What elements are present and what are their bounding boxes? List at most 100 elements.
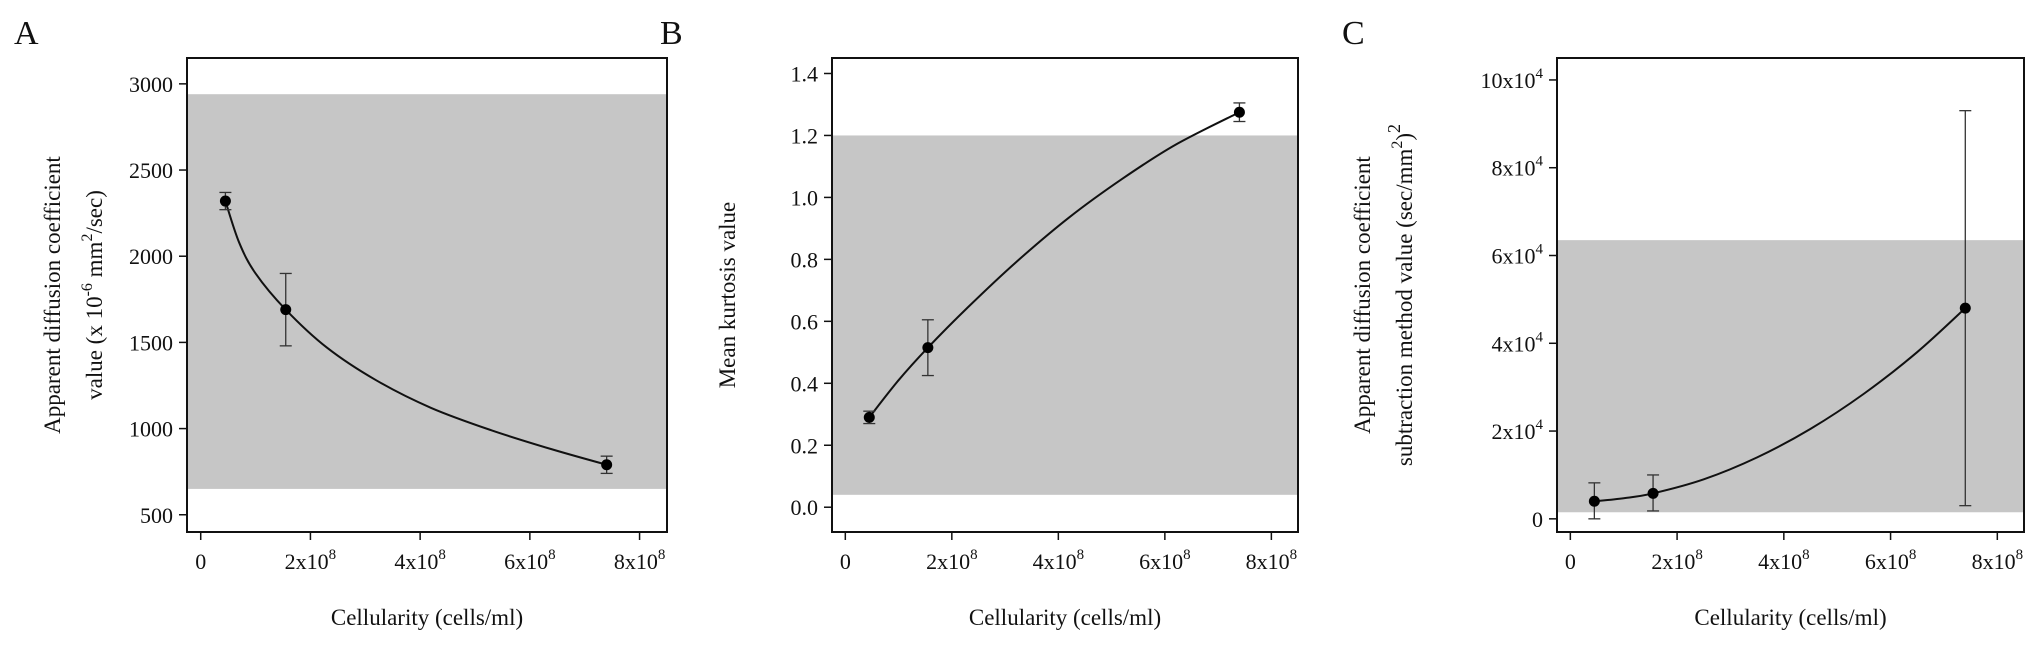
x-tick-exponent: 8 [1695, 547, 1703, 563]
x-tick-mantissa: 8x10 [1246, 549, 1290, 574]
y-label-text: mm [82, 241, 107, 283]
y-tick-mantissa: 0 [1532, 507, 1543, 532]
y-tick-exponent: 4 [1536, 154, 1544, 170]
plot-frame [831, 57, 1299, 533]
fit-curve [224, 200, 607, 466]
reference-band [832, 135, 1298, 495]
y-label-text: /sec) [82, 190, 107, 233]
x-tick-exponent: 8 [548, 547, 556, 563]
y-label-superscript: 2 [1384, 124, 1404, 133]
x-tick-exponent: 8 [1802, 547, 1810, 563]
fit-curve [868, 111, 1240, 418]
y-tick-mantissa: 1.2 [791, 123, 819, 148]
y-tick-label: 2x104 [1492, 417, 1544, 444]
y-tick-mantissa: 8x10 [1492, 156, 1536, 181]
y-tick-mantissa: 4x10 [1492, 331, 1536, 356]
x-tick-exponent: 8 [970, 547, 978, 563]
plot-frame [1556, 57, 2025, 533]
y-tick-mantissa: 1500 [129, 330, 173, 355]
y-tick-mantissa: 1.0 [791, 185, 819, 210]
y-tick-mantissa: 2500 [129, 158, 173, 183]
x-tick-mantissa: 4x10 [1758, 549, 1802, 574]
y-tick-mantissa: 0.4 [791, 371, 819, 396]
y-tick-mantissa: 1.4 [791, 61, 819, 86]
x-tick-label: 8x108 [1246, 547, 1298, 574]
reference-band [187, 94, 667, 489]
x-tick-mantissa: 4x10 [394, 549, 438, 574]
x-tick-label: 2x108 [926, 547, 978, 574]
y-tick-label: 3000 [129, 72, 173, 97]
x-axis-ticks: 0 2x108 4x108 6x108 8x108 [195, 532, 665, 574]
x-tick-mantissa: 6x10 [1139, 549, 1183, 574]
y-tick-mantissa: 2000 [129, 244, 173, 269]
x-tick-label: 4x108 [394, 547, 446, 574]
x-tick-mantissa: 8x10 [614, 549, 658, 574]
y-tick-label: 2000 [129, 244, 173, 269]
panel-letter: A [14, 15, 39, 52]
x-tick-exponent: 8 [658, 547, 666, 563]
panel-letter: C [1342, 15, 1365, 52]
x-axis-label: Cellularity (cells/ml) [331, 605, 523, 630]
y-axis-label-line-2: subtraction method value (sec/mm2)2 [1384, 124, 1417, 466]
x-tick-label: 4x108 [1033, 547, 1085, 574]
y-tick-mantissa: 3000 [129, 72, 173, 97]
data-point [1233, 106, 1245, 118]
data-point [863, 411, 875, 423]
y-tick-exponent: 4 [1536, 329, 1544, 345]
data-point [1647, 487, 1659, 499]
x-axis-label: Cellularity (cells/ml) [1694, 605, 1886, 630]
x-tick-exponent: 8 [438, 547, 446, 563]
y-tick-label: 0.4 [791, 371, 819, 396]
y-tick-label: 1.2 [791, 123, 819, 148]
x-axis-ticks: 0 2x108 4x108 6x108 8x108 [1565, 532, 2023, 574]
y-tick-label: 6x104 [1492, 242, 1544, 269]
y-label-superscript: 2 [1389, 141, 1406, 149]
x-tick-mantissa: 2x10 [1651, 549, 1695, 574]
data-point [922, 342, 934, 354]
y-tick-label: 2500 [129, 158, 173, 183]
data-point [280, 304, 292, 316]
y-label-text: value (x 10 [82, 296, 107, 399]
x-tick-label: 0 [195, 549, 206, 574]
y-tick-label: 0.6 [791, 309, 819, 334]
x-tick-exponent: 8 [2016, 547, 2024, 563]
y-axis-ticks: 0.0 0.2 0.4 0.6 0.8 1.0 1.2 1.4 [791, 61, 832, 520]
y-tick-label: 1000 [129, 417, 173, 442]
x-tick-label: 6x108 [1139, 547, 1191, 574]
plot-frame [186, 57, 668, 533]
y-axis-label-line-1: Apparent diffusion coefficient [40, 156, 65, 434]
x-tick-label: 6x108 [504, 547, 556, 574]
y-tick-exponent: 4 [1536, 66, 1544, 82]
y-tick-mantissa: 0.2 [791, 433, 819, 458]
y-tick-label: 1500 [129, 330, 173, 355]
x-tick-mantissa: 8x10 [1972, 549, 2016, 574]
x-tick-exponent: 8 [1077, 547, 1085, 563]
x-tick-mantissa: 6x10 [1865, 549, 1909, 574]
y-label-superscript: 2 [79, 234, 96, 242]
y-tick-exponent: 4 [1536, 242, 1544, 258]
y-axis-label-line-2: value (x 10-6 mm2/sec) [79, 190, 107, 400]
y-tick-label: 500 [140, 503, 173, 528]
data-point [1959, 302, 1971, 314]
panel-b: B0 2x108 4x108 6x108 8x1080.00.20.40.60.81.0… [660, 15, 1299, 630]
y-tick-label: 8x104 [1492, 154, 1544, 181]
x-tick-label: 2x108 [1651, 547, 1703, 574]
panel-letter: B [660, 15, 683, 52]
y-tick-label: 0 [1532, 507, 1543, 532]
x-tick-label: 0 [1565, 549, 1576, 574]
y-tick-mantissa: 1000 [129, 417, 173, 442]
x-tick-exponent: 8 [329, 547, 337, 563]
x-tick-label: 2x108 [285, 547, 337, 574]
data-point [601, 459, 613, 471]
x-tick-mantissa: 0 [195, 549, 206, 574]
y-axis-label: Mean kurtosis value [715, 202, 740, 389]
y-tick-mantissa: 6x10 [1492, 244, 1536, 269]
fit-curve [1594, 307, 1966, 503]
y-label-text: subtraction method value (sec/mm [1392, 149, 1417, 467]
y-tick-label: 4x104 [1492, 329, 1544, 356]
x-tick-mantissa: 6x10 [504, 549, 548, 574]
x-tick-label: 6x108 [1865, 547, 1917, 574]
x-tick-exponent: 8 [1183, 547, 1191, 563]
